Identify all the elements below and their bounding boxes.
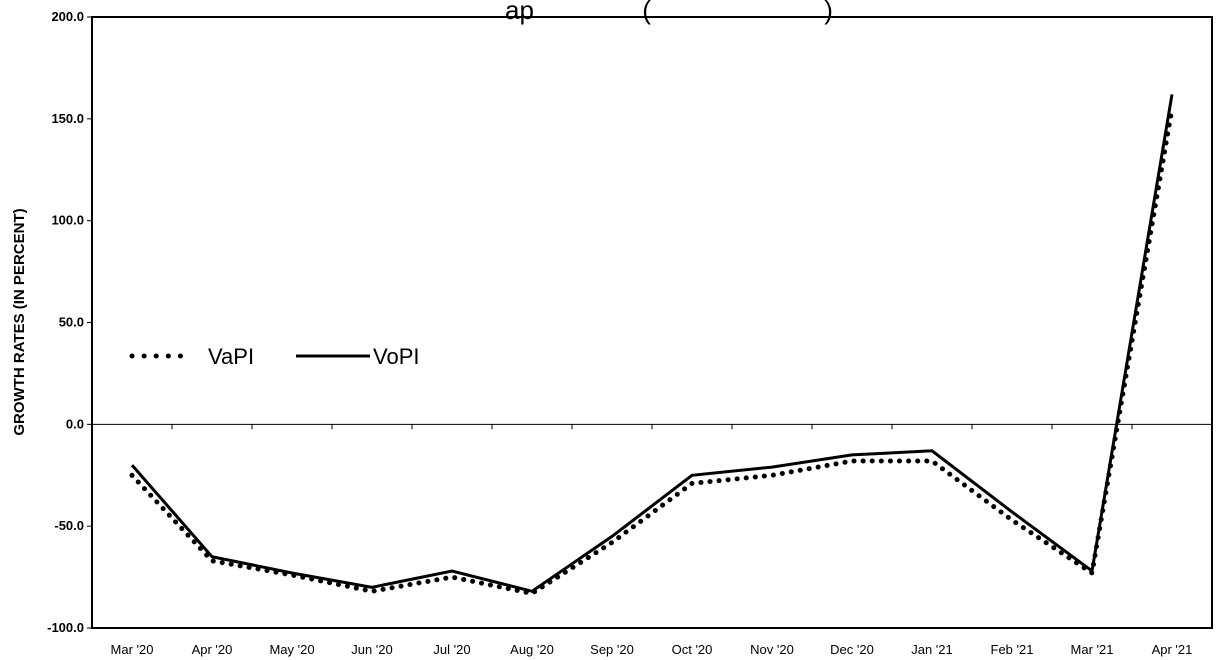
- y-axis-title: GROWTH RATES (IN PERCENT): [11, 208, 28, 435]
- legend-label-vapi: VaPI: [208, 344, 254, 369]
- x-tick-label: May '20: [269, 642, 314, 657]
- x-tick-label: Nov '20: [750, 642, 794, 657]
- x-axis: Mar '20 Apr '20 May '20 Jun '20 Jul '20 Aug '…: [91, 424, 1213, 657]
- x-tick-label: Dec '20: [830, 642, 874, 657]
- x-tick-label: Aug '20: [510, 642, 554, 657]
- x-tick-label: Jul '20: [433, 642, 470, 657]
- legend-label-vopi: VoPI: [373, 344, 419, 369]
- x-tick-label: Jan '21: [911, 642, 953, 657]
- y-tick-label: -50.0: [54, 518, 84, 533]
- y-tick-label: 0.0: [66, 416, 84, 431]
- y-axis: 200.0 150.0 100.0 50.0 0.0 -50.0 -100.0: [47, 9, 92, 635]
- x-tick-label: Jun '20: [351, 642, 393, 657]
- series-line-vapi: [129, 106, 1175, 597]
- x-tick-label: Apr '21: [1152, 642, 1193, 657]
- x-tick-label: Apr '20: [192, 642, 233, 657]
- x-tick-label: Oct '20: [672, 642, 713, 657]
- y-tick-label: 200.0: [51, 9, 84, 24]
- chart-title: ap ( ): [505, 0, 833, 25]
- series-line-vopi: [130, 94, 1174, 593]
- x-tick-label: Feb '21: [991, 642, 1034, 657]
- legend: VaPI VoPI: [129, 344, 419, 369]
- y-tick-label: -100.0: [47, 620, 84, 635]
- y-tick-label: 150.0: [51, 111, 84, 126]
- x-tick-label: Mar '20: [111, 642, 154, 657]
- y-tick-label: 100.0: [51, 213, 84, 228]
- y-tick-label: 50.0: [59, 315, 84, 330]
- x-tick-label: Sep '20: [590, 642, 634, 657]
- series-layer: [129, 94, 1175, 597]
- x-tick-label: Mar '21: [1071, 642, 1114, 657]
